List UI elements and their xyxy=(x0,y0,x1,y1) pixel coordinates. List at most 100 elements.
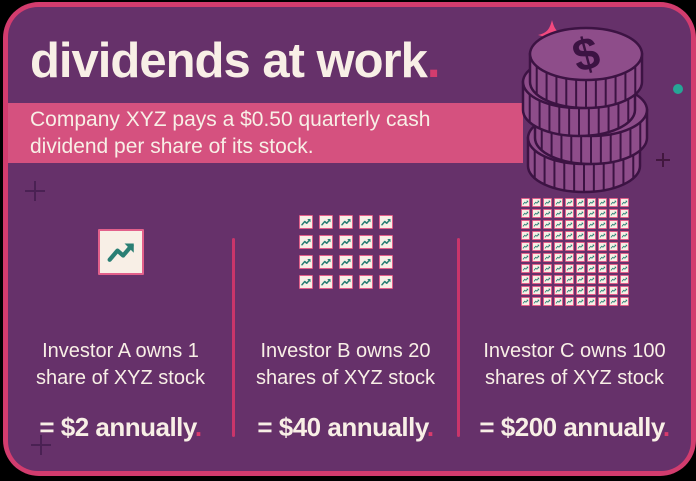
stock-share-icon xyxy=(338,214,353,229)
stock-share-icon xyxy=(531,263,541,273)
stock-share-icon xyxy=(520,296,530,306)
column-divider xyxy=(457,238,460,437)
page-title: dividends at work. xyxy=(30,33,440,89)
stock-share-icon xyxy=(542,296,552,306)
subtitle-line-2: dividend per share of its stock. xyxy=(30,135,314,158)
stock-share-icon xyxy=(575,208,585,218)
stock-share-icon xyxy=(553,263,563,273)
stock-share-icon xyxy=(338,274,353,289)
stock-share-icon xyxy=(575,285,585,295)
stock-share-icon xyxy=(586,285,596,295)
payout-amount: = $2 annually xyxy=(39,412,195,442)
stock-share-icon xyxy=(608,296,618,306)
stock-share-icon xyxy=(542,208,552,218)
stock-share-icon xyxy=(608,252,618,262)
stock-share-icon xyxy=(318,274,333,289)
stock-share-icon xyxy=(531,285,541,295)
stock-share-icon xyxy=(564,208,574,218)
stock-share-icon xyxy=(608,241,618,251)
stock-share-icon xyxy=(298,234,313,249)
stock-share-icon xyxy=(575,219,585,229)
payout-period: . xyxy=(662,412,670,442)
stock-share-icon xyxy=(358,214,373,229)
stock-share-icon xyxy=(586,230,596,240)
stock-share-icon xyxy=(531,197,541,207)
stock-share-icon xyxy=(542,263,552,273)
share-grid xyxy=(97,228,144,275)
share-icon-area xyxy=(298,170,393,333)
stock-share-icon xyxy=(564,263,574,273)
stock-share-icon xyxy=(553,252,563,262)
stock-share-icon xyxy=(358,274,373,289)
stock-share-icon xyxy=(531,296,541,306)
column-divider xyxy=(232,238,235,437)
stock-share-icon xyxy=(531,252,541,262)
investor-label-line-1: Investor A owns 1 xyxy=(42,340,199,362)
stock-share-icon xyxy=(575,296,585,306)
stock-share-icon xyxy=(542,241,552,251)
stock-share-icon xyxy=(564,197,574,207)
stock-share-icon xyxy=(520,263,530,273)
infographic-card: dividends at work. Company XYZ pays a $0… xyxy=(8,7,691,471)
stock-share-icon xyxy=(542,285,552,295)
payout-period: . xyxy=(194,412,202,442)
stock-share-icon xyxy=(619,197,629,207)
share-icon-area xyxy=(97,170,144,333)
stock-share-icon xyxy=(597,285,607,295)
subtitle-banner: Company XYZ pays a $0.50 quarterly cash … xyxy=(8,103,523,163)
page-title-text: dividends at work xyxy=(30,34,428,88)
title-period: . xyxy=(426,34,441,88)
stock-share-icon xyxy=(575,230,585,240)
stock-share-icon xyxy=(619,252,629,262)
stock-share-icon xyxy=(553,219,563,229)
stock-share-icon xyxy=(553,285,563,295)
stock-share-icon xyxy=(531,241,541,251)
stock-share-icon xyxy=(586,263,596,273)
stock-share-icon xyxy=(586,252,596,262)
stock-share-icon xyxy=(608,274,618,284)
stock-share-icon xyxy=(520,285,530,295)
investor-column-c: Investor C owns 100 shares of XYZ stock … xyxy=(458,170,691,471)
teal-dot-decoration xyxy=(673,84,683,94)
share-grid xyxy=(298,214,393,289)
stock-share-icon xyxy=(358,234,373,249)
stock-share-icon xyxy=(575,197,585,207)
stock-share-icon xyxy=(338,254,353,269)
stock-share-icon xyxy=(619,241,629,251)
stock-share-icon xyxy=(619,230,629,240)
stock-share-icon xyxy=(575,263,585,273)
stock-share-icon xyxy=(586,208,596,218)
stock-share-icon xyxy=(608,263,618,273)
share-icon-area xyxy=(520,170,629,333)
stock-share-icon xyxy=(608,219,618,229)
stock-share-icon xyxy=(553,241,563,251)
investor-label-line-2: share of XYZ stock xyxy=(36,367,205,389)
stock-share-icon xyxy=(619,219,629,229)
stock-share-icon xyxy=(586,197,596,207)
stock-share-icon xyxy=(378,254,393,269)
stock-share-icon xyxy=(531,208,541,218)
stock-share-icon xyxy=(520,219,530,229)
stock-share-icon xyxy=(378,234,393,249)
investor-label-line-1: Investor C owns 100 xyxy=(483,340,666,362)
stock-share-icon xyxy=(318,234,333,249)
payout-text: = $200 annually. xyxy=(479,412,670,443)
investor-label-line-2: shares of XYZ stock xyxy=(485,367,664,389)
stock-share-icon xyxy=(358,254,373,269)
stock-share-icon xyxy=(378,214,393,229)
stock-share-icon xyxy=(542,252,552,262)
stock-share-icon xyxy=(597,263,607,273)
stock-share-icon xyxy=(542,197,552,207)
stock-share-icon xyxy=(586,274,596,284)
stock-share-icon xyxy=(553,274,563,284)
stock-share-icon xyxy=(586,219,596,229)
stock-share-icon xyxy=(564,285,574,295)
stock-share-icon xyxy=(542,219,552,229)
stock-share-icon xyxy=(553,296,563,306)
stock-share-icon xyxy=(608,230,618,240)
stock-share-icon xyxy=(298,254,313,269)
stock-share-icon xyxy=(619,263,629,273)
payout-period: . xyxy=(426,412,434,442)
stock-share-icon xyxy=(608,208,618,218)
payout-text: = $2 annually. xyxy=(39,412,202,443)
